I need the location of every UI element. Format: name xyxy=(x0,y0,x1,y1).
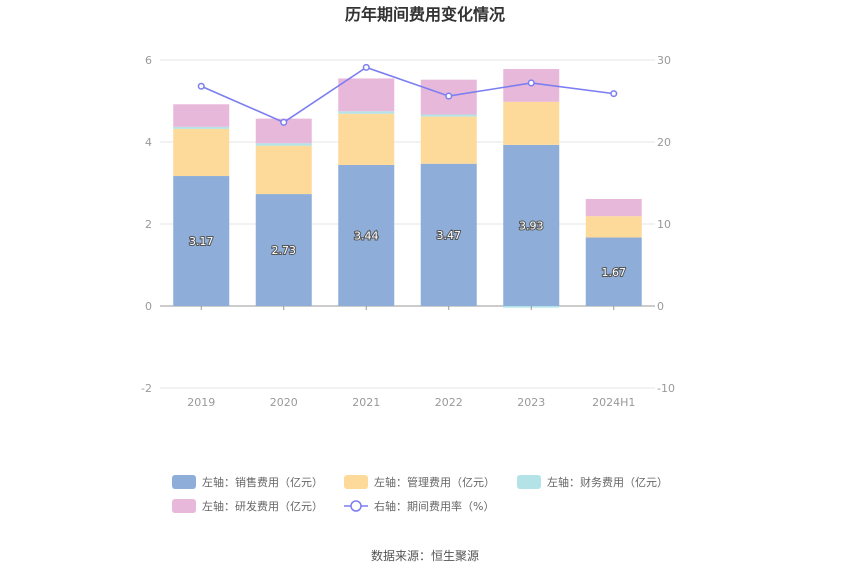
data-labels: 3.17 2.73 3.44 3.47 3.93 1.67 xyxy=(188,218,627,279)
right-tick-label: 20 xyxy=(657,136,671,149)
legend-swatch xyxy=(344,475,368,489)
legend-label[interactable]: 右轴：期间费用率（%） xyxy=(374,499,494,513)
legend[interactable]: 左轴：销售费用（亿元） 左轴：管理费用（亿元） 左轴：财务费用（亿元） 左轴：研发费用… xyxy=(172,475,668,513)
legend-circle-marker xyxy=(350,500,362,512)
bar-segment[interactable] xyxy=(503,144,560,306)
bar-segment[interactable] xyxy=(420,163,477,306)
bar-segment[interactable] xyxy=(585,216,642,238)
bar-value-label: 3.17 xyxy=(189,235,214,248)
bar-value-label: 2.73 xyxy=(272,244,297,257)
x-tick-label: 2019 xyxy=(187,396,215,409)
legend-swatch xyxy=(517,475,541,489)
right-tick-label: 10 xyxy=(657,218,671,231)
right-tick-label: 0 xyxy=(657,300,664,313)
bar-segment[interactable] xyxy=(255,194,312,306)
bar-value-label: 3.47 xyxy=(437,229,462,242)
legend-label[interactable]: 左轴：管理费用（亿元） xyxy=(374,475,495,489)
chart-title: 历年期间费用变化情况 xyxy=(345,5,505,24)
bar-segment[interactable] xyxy=(338,164,395,306)
bars xyxy=(173,69,642,308)
left-axis-ticks: -2 0 2 4 6 xyxy=(141,54,152,395)
right-axis-ticks: -10 0 10 20 30 xyxy=(657,54,675,395)
x-axis-ticks: 2019 2020 2021 2022 2023 2024H1 xyxy=(187,306,635,409)
legend-label[interactable]: 左轴：财务费用（亿元） xyxy=(547,475,668,489)
x-tick-label: 2023 xyxy=(517,396,545,409)
left-tick-label: 6 xyxy=(145,54,152,67)
rate-point[interactable] xyxy=(445,92,453,100)
bar-segment[interactable] xyxy=(255,145,312,195)
bar-segment[interactable] xyxy=(338,78,395,112)
bar-segment[interactable] xyxy=(173,176,230,306)
bar-segment[interactable] xyxy=(173,126,230,129)
legend-label[interactable]: 左轴：研发费用（亿元） xyxy=(202,499,323,513)
bar-value-label: 3.44 xyxy=(354,229,379,242)
bar-segment[interactable] xyxy=(585,237,642,306)
x-tick-label: 2024H1 xyxy=(592,396,635,409)
bar-segment[interactable] xyxy=(585,198,642,217)
bar-segment[interactable] xyxy=(173,104,230,127)
left-tick-label: -2 xyxy=(141,382,152,395)
legend-label[interactable]: 左轴：销售费用（亿元） xyxy=(202,475,323,489)
rate-line xyxy=(197,63,618,126)
rate-point[interactable] xyxy=(610,90,618,98)
bar-value-label: 1.67 xyxy=(602,266,627,279)
left-tick-label: 2 xyxy=(145,218,152,231)
rate-point[interactable] xyxy=(197,82,205,90)
bar-segment[interactable] xyxy=(338,113,395,165)
legend-swatch xyxy=(172,475,196,489)
bar-segment[interactable] xyxy=(420,116,477,164)
bar-segment[interactable] xyxy=(338,111,395,114)
x-tick-label: 2020 xyxy=(270,396,298,409)
left-tick-label: 4 xyxy=(145,136,152,149)
bar-segment[interactable] xyxy=(173,128,230,177)
left-tick-label: 0 xyxy=(145,300,152,313)
x-tick-label: 2022 xyxy=(435,396,463,409)
rate-point[interactable] xyxy=(280,118,288,126)
grid xyxy=(160,59,655,389)
bar-segment[interactable] xyxy=(420,114,477,117)
rate-point[interactable] xyxy=(527,79,535,87)
right-tick-label: -10 xyxy=(657,382,675,395)
legend-swatch xyxy=(172,499,196,513)
bar-segment[interactable] xyxy=(255,143,312,146)
data-source: 数据来源：恒生聚源 xyxy=(371,548,479,563)
rate-line-path xyxy=(200,66,614,124)
rate-point[interactable] xyxy=(362,63,370,71)
bar-value-label: 3.93 xyxy=(519,219,544,232)
x-tick-label: 2021 xyxy=(352,396,380,409)
bar-segment[interactable] xyxy=(503,101,560,145)
right-tick-label: 30 xyxy=(657,54,671,67)
